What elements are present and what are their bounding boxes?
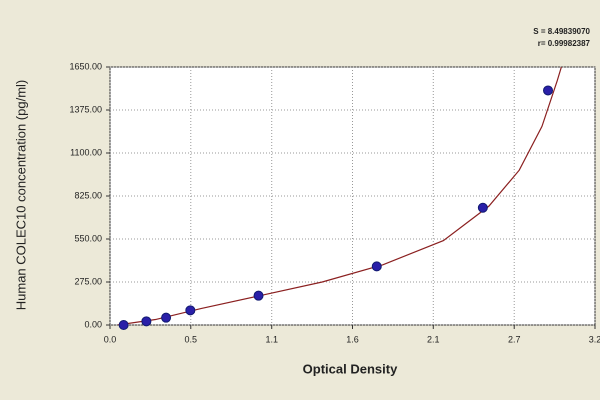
y-tick-label: 275.00 xyxy=(74,276,102,286)
annotation: S = 8.49839070 xyxy=(533,27,590,36)
x-tick-label: 1.6 xyxy=(346,334,359,344)
x-tick-label: 0.5 xyxy=(185,334,198,344)
annotation: r= 0.99982387 xyxy=(538,39,591,48)
data-point xyxy=(141,316,152,327)
y-tick-label: 0.00 xyxy=(84,319,102,329)
y-tick-label: 1375.00 xyxy=(69,104,102,114)
data-point xyxy=(477,202,488,213)
x-axis-label: Optical Density xyxy=(303,361,398,376)
data-point xyxy=(185,305,196,316)
x-tick-label: 1.1 xyxy=(265,334,278,344)
y-tick-label: 1650.00 xyxy=(69,61,102,71)
y-axis-label: Human COLEC10 concentration (pg/ml) xyxy=(13,80,28,311)
data-point xyxy=(118,320,129,330)
y-tick-label: 550.00 xyxy=(74,233,102,243)
x-tick-label: 2.1 xyxy=(427,334,440,344)
x-tick-label: 2.7 xyxy=(508,334,521,344)
data-point xyxy=(253,290,264,301)
x-tick-label: 0.0 xyxy=(104,334,117,344)
y-tick-label: 825.00 xyxy=(74,190,102,200)
data-point xyxy=(543,85,554,96)
data-point xyxy=(161,312,172,323)
x-tick-label: 3.2 xyxy=(589,334,600,344)
y-tick-label: 1100.00 xyxy=(70,147,102,157)
data-point xyxy=(371,261,382,272)
